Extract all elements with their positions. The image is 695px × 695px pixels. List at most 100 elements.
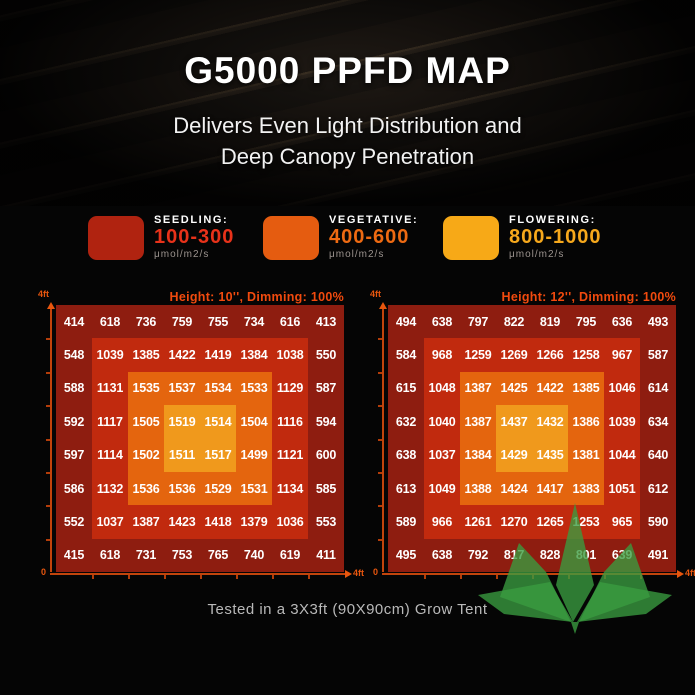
heatmap-cell: 587 [640,338,676,372]
heatmap-cell: 1432 [532,405,568,439]
heatmap-cell: 966 [424,505,460,539]
heatmap-cell: 1261 [460,505,496,539]
heatmap-cell: 1037 [92,505,128,539]
heatmap-cell: 1265 [532,505,568,539]
heatmap-cell: 1114 [92,438,128,472]
heatmap-cell: 1387 [128,505,164,539]
legend-range-value: 800-1000 [509,226,602,248]
heatmap-cell: 1038 [272,338,308,372]
chart-title: Height: 10'', Dimming: 100% [169,290,344,304]
heatmap-cell: 1381 [568,438,604,472]
y-axis-tick [46,439,50,441]
y-axis-tick [46,539,50,541]
heatmap-cell: 1258 [568,338,604,372]
heatmap-cell: 792 [460,538,496,572]
heatmap-cell: 1117 [92,405,128,439]
ppfd-legend: SEEDLING: 100-300 μmol/m2/s VEGETATIVE: … [0,214,695,268]
y-axis-tick [46,405,50,407]
x-axis [50,570,352,579]
heatmap-cell: 765 [200,538,236,572]
heatmap-cell: 553 [308,505,344,539]
legend-unit-label: μmol/m2/s [329,249,385,260]
heatmap-cell: 1511 [164,438,200,472]
heatmap-cell: 491 [640,538,676,572]
heatmap-cell: 1505 [128,405,164,439]
heatmap-cell: 594 [308,405,344,439]
heatmap-cell: 413 [308,305,344,339]
heatmap-cell: 968 [424,338,460,372]
heatmap-cell: 613 [388,471,424,506]
heatmap-cell: 1514 [200,405,236,439]
seedling-color-swatch [88,216,144,260]
heatmap-cell: 797 [460,305,496,339]
heatmap-cell: 1425 [496,371,532,406]
legend-stage-label: FLOWERING: [509,214,596,226]
legend-item-seedling: SEEDLING: 100-300 μmol/m2/s [88,214,234,260]
x-axis-end-label: 4ft [685,568,695,578]
heatmap-cell: 1134 [272,471,308,506]
heatmap-cell: 411 [308,538,344,572]
y-axis [46,302,55,572]
y-axis-top-label: 4ft [370,289,381,299]
chart-title: Height: 12'', Dimming: 100% [501,290,676,304]
heatmap-cell: 731 [128,538,164,572]
x-axis-tick [164,575,166,579]
heatmap-cell: 1044 [604,438,640,472]
heatmap-cell: 1388 [460,471,496,506]
x-axis-tick [236,575,238,579]
ppfd-heatmap-height-10in: 4ft Height: 10'', Dimming: 100% 414 618 73… [38,288,364,590]
page-title: G5000 PPFD MAP [184,50,511,91]
subtitle-line-1: Delivers Even Light Distribution and [173,113,522,138]
heatmap-cell: 587 [308,371,344,406]
y-axis-tick [378,338,382,340]
heatmap-cell: 1437 [496,405,532,439]
heatmap-cell: 1537 [164,371,200,406]
heatmap-cell: 1535 [128,371,164,406]
y-axis-tick [378,539,382,541]
heatmap-cell: 1429 [496,438,532,472]
heatmap-cell: 414 [56,305,92,339]
heatmap-cell: 1037 [424,438,460,472]
heatmap-cell: 1259 [460,338,496,372]
y-axis-tick [378,439,382,441]
heatmap-cell: 965 [604,505,640,539]
heatmap-cell: 1116 [272,405,308,439]
heatmap-cell: 588 [56,371,92,406]
y-axis [378,302,387,572]
heatmap-cell: 1385 [568,371,604,406]
heatmap-cell: 1504 [236,405,272,439]
heatmap-cell: 636 [604,305,640,339]
heatmap-cell: 753 [164,538,200,572]
heatmap-cell: 586 [56,471,92,506]
legend-stage-label: VEGETATIVE: [329,214,419,226]
x-axis-end-label: 4ft [353,568,364,578]
flowering-color-swatch [443,216,499,260]
heatmap-cell: 634 [640,405,676,439]
legend-unit-label: μmol/m2/s [509,249,565,260]
heatmap-cell: 1385 [128,338,164,372]
heatmap-cell: 638 [424,305,460,339]
heatmap-cell: 1517 [200,438,236,472]
heatmap-cell: 819 [532,305,568,339]
heatmap-cell: 638 [424,538,460,572]
heatmap-cell: 552 [56,505,92,539]
legend-range-value: 400-600 [329,226,410,248]
heatmap-grid: 494 638 797 822 819 795 636 493 584 968 1259 1269 12… [388,305,676,572]
heatmap-cell: 755 [200,305,236,339]
heatmap-cell: 1417 [532,471,568,506]
heatmap-cell: 495 [388,538,424,572]
y-axis-tick [378,472,382,474]
y-axis-tick [378,405,382,407]
x-axis-tick [424,575,426,579]
x-axis-origin-label: 0 [41,567,47,577]
heatmap-cell: 616 [272,305,308,339]
heatmap-cell: 795 [568,305,604,339]
heatmap-cell: 1387 [460,405,496,439]
heatmap-cell: 736 [128,305,164,339]
heatmap-cell: 548 [56,338,92,372]
heatmap-cell: 619 [272,538,308,572]
x-axis-tick [200,575,202,579]
heatmap-cell: 493 [640,305,676,339]
vegetative-color-swatch [263,216,319,260]
heatmap-cell: 494 [388,305,424,339]
